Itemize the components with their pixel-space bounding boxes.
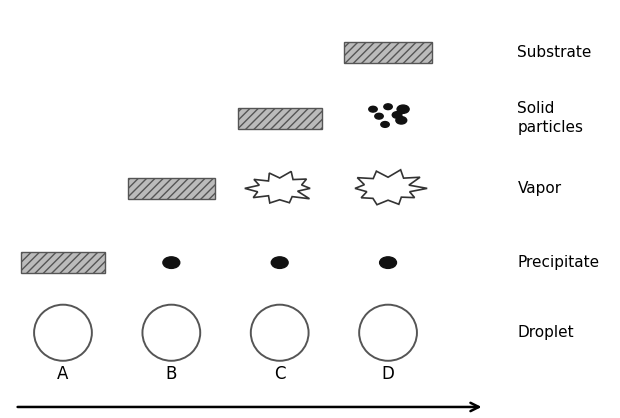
Text: Vapor: Vapor — [518, 181, 562, 196]
Circle shape — [396, 117, 407, 124]
Ellipse shape — [359, 305, 417, 361]
Polygon shape — [245, 171, 310, 203]
Ellipse shape — [251, 305, 309, 361]
Text: Solid
particles: Solid particles — [518, 102, 583, 135]
Text: A: A — [57, 365, 69, 383]
Text: B: B — [166, 365, 177, 383]
Text: Substrate: Substrate — [518, 45, 592, 60]
FancyBboxPatch shape — [128, 178, 215, 199]
Circle shape — [384, 104, 392, 110]
Polygon shape — [355, 170, 427, 205]
Text: C: C — [274, 365, 285, 383]
Circle shape — [272, 257, 288, 268]
Text: D: D — [382, 365, 394, 383]
Text: Precipitate: Precipitate — [518, 255, 600, 270]
Circle shape — [369, 106, 377, 112]
Text: Droplet: Droplet — [518, 325, 574, 340]
Circle shape — [163, 257, 180, 268]
Circle shape — [381, 122, 389, 127]
Ellipse shape — [143, 305, 200, 361]
FancyBboxPatch shape — [21, 252, 105, 273]
Ellipse shape — [34, 305, 92, 361]
Circle shape — [375, 113, 383, 119]
FancyBboxPatch shape — [344, 41, 432, 63]
Circle shape — [397, 105, 409, 113]
Circle shape — [392, 112, 402, 118]
FancyBboxPatch shape — [237, 107, 322, 129]
Circle shape — [379, 257, 396, 268]
